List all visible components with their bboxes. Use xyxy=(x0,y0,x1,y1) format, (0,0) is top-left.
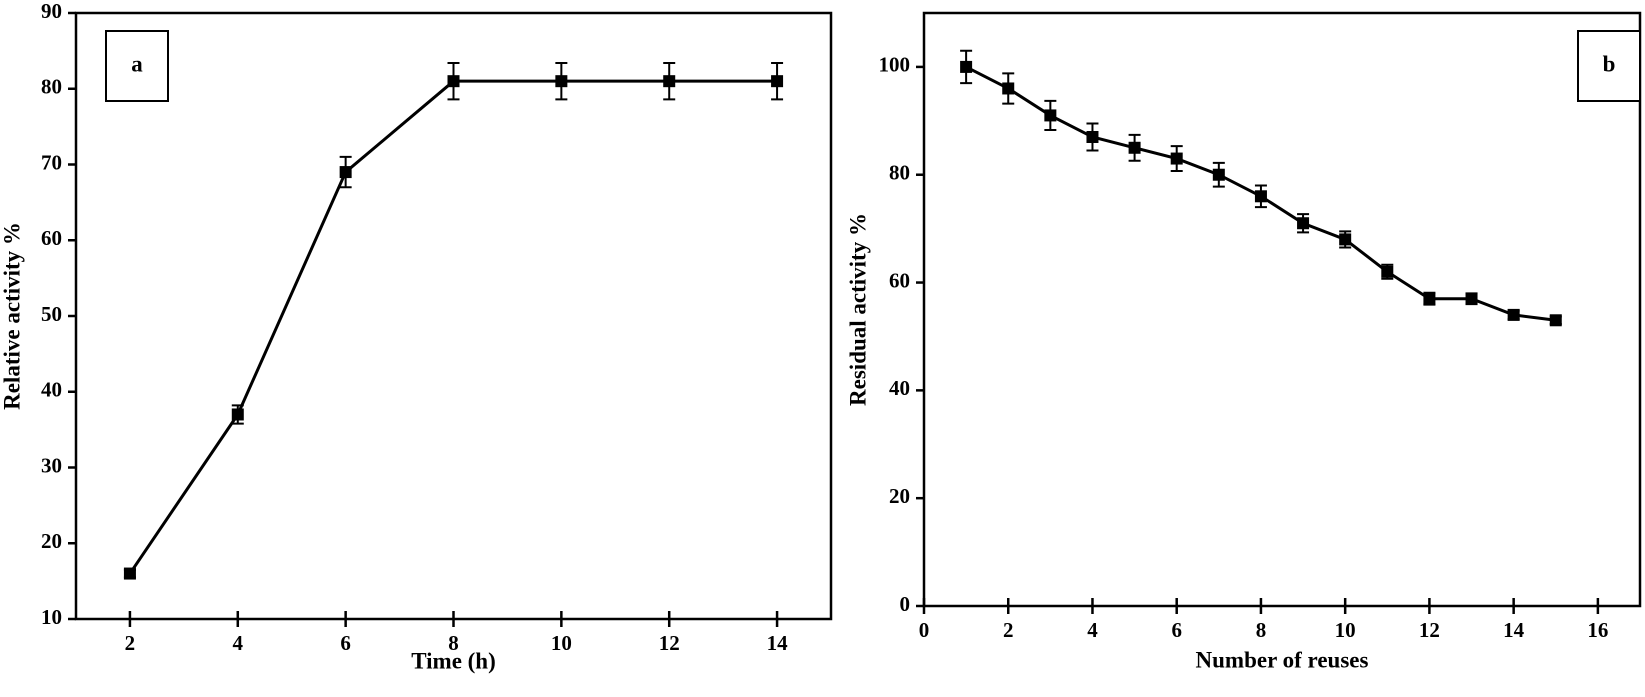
data-point xyxy=(1254,190,1267,203)
data-point xyxy=(231,408,244,421)
x-tick-label: 10 xyxy=(551,631,572,655)
data-point xyxy=(1170,152,1183,165)
y-tick-label: 30 xyxy=(41,453,62,477)
data-point xyxy=(1128,141,1141,154)
y-tick-label: 40 xyxy=(889,376,910,400)
data-line xyxy=(128,79,778,575)
y-axis-label: Residual activity % xyxy=(845,213,870,406)
x-axis-label: Number of reuses xyxy=(1196,647,1369,672)
y-tick-label: 60 xyxy=(889,268,910,292)
annotation-box xyxy=(105,30,169,102)
data-point xyxy=(447,75,460,88)
x-tick-label: 4 xyxy=(1087,618,1098,642)
y-tick-label: 100 xyxy=(879,53,911,77)
x-tick-label: 6 xyxy=(1171,618,1182,642)
y-tick-label: 20 xyxy=(889,484,910,508)
data-point xyxy=(1423,292,1436,305)
data-point xyxy=(1339,233,1352,246)
y-tick-label: 80 xyxy=(41,75,62,99)
annotation: b xyxy=(1603,51,1616,76)
data-point xyxy=(1212,168,1225,181)
y-tick-label: 50 xyxy=(41,302,62,326)
x-tick-label: 8 xyxy=(1256,618,1267,642)
annotation-box xyxy=(1577,30,1641,102)
data-point xyxy=(663,75,676,88)
y-tick-label: 10 xyxy=(41,605,62,629)
data-point xyxy=(1507,308,1520,321)
x-tick-label: 16 xyxy=(1587,618,1608,642)
x-axis-label: Time (h) xyxy=(411,648,496,673)
data-point xyxy=(960,60,973,73)
x-tick-label: 14 xyxy=(1503,618,1525,642)
x-tick-label: 8 xyxy=(448,631,459,655)
y-tick-label: 60 xyxy=(41,226,62,250)
data-point xyxy=(1044,109,1057,122)
x-tick-label: 12 xyxy=(659,631,680,655)
plot-frame xyxy=(74,11,833,621)
y-tick-label: 40 xyxy=(41,378,62,402)
data-point xyxy=(1381,265,1394,278)
data-point xyxy=(1549,314,1562,327)
data-point xyxy=(771,75,784,88)
y-tick-label: 20 xyxy=(41,529,62,553)
y-tick-label: 80 xyxy=(889,161,910,185)
data-point xyxy=(1086,130,1099,143)
x-tick-label: 0 xyxy=(919,618,930,642)
y-tick-label: 70 xyxy=(41,150,62,174)
y-axis-label: Relative activity % xyxy=(0,222,24,410)
x-tick-label: 2 xyxy=(1003,618,1014,642)
x-tick-label: 14 xyxy=(767,631,789,655)
annotation: a xyxy=(131,51,143,76)
plot-frame xyxy=(922,11,1642,608)
x-tick-label: 6 xyxy=(340,631,351,655)
data-point xyxy=(1297,217,1310,230)
y-tick-label: 90 xyxy=(41,0,62,23)
data-point xyxy=(1465,292,1478,305)
x-tick-label: 10 xyxy=(1335,618,1356,642)
data-point xyxy=(1002,82,1015,95)
data-point xyxy=(339,166,352,179)
data-point xyxy=(555,75,568,88)
data-point xyxy=(123,567,136,580)
x-tick-label: 4 xyxy=(233,631,244,655)
x-tick-label: 12 xyxy=(1419,618,1440,642)
y-tick-label: 0 xyxy=(900,592,911,616)
x-tick-label: 2 xyxy=(125,631,136,655)
